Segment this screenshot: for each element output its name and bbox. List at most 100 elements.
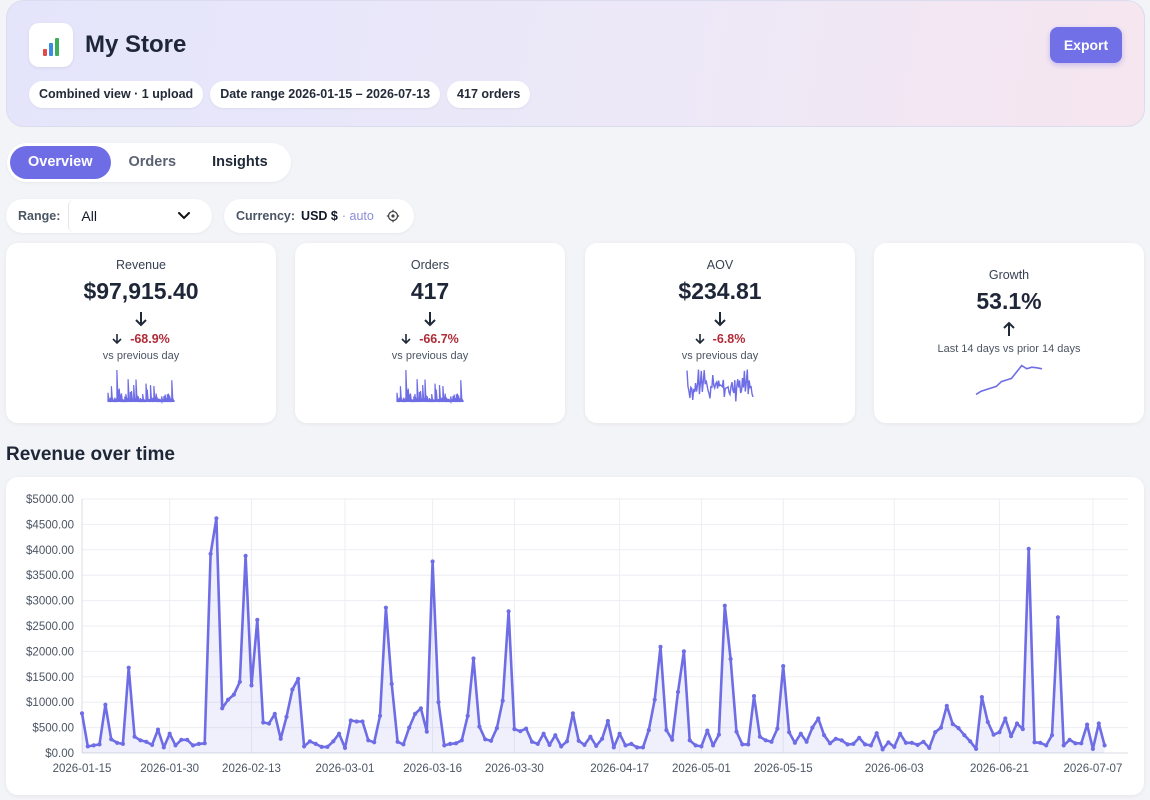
range-select[interactable]: All: [68, 200, 202, 232]
data-point: [413, 711, 418, 716]
data-point: [290, 687, 295, 692]
data-point: [249, 683, 254, 688]
x-tick-label: 2026-06-03: [865, 763, 924, 775]
tab-insights[interactable]: Insights: [212, 154, 268, 170]
data-point: [810, 725, 815, 730]
data-point: [997, 730, 1002, 735]
data-point: [921, 739, 926, 744]
data-point: [605, 718, 611, 724]
data-point: [459, 738, 464, 743]
data-point: [97, 742, 102, 747]
store-header: My Store Export Combined view · 1 upload…: [6, 0, 1145, 127]
kpi-card-growth: Growth 53.1% Last 14 days vs prior 14 da…: [874, 243, 1144, 423]
kpi-card-orders: Orders 417 -66.7% vs previous day: [295, 243, 565, 423]
data-point: [179, 737, 184, 742]
x-tick-label: 2026-06-21: [970, 763, 1029, 775]
kpi-change: -6.8%: [585, 332, 855, 346]
data-point: [652, 697, 657, 702]
revenue-chart: $5000.00 $4500.00 $4000.00 $3500.00 $3000.00…: [26, 494, 1128, 775]
revenue-line: [80, 517, 1106, 751]
data-point: [664, 728, 669, 733]
data-point: [465, 713, 470, 718]
data-point: [1044, 743, 1049, 748]
data-point: [144, 739, 149, 744]
data-point: [611, 745, 616, 750]
data-point: [418, 706, 423, 711]
kpi-value: 417: [410, 278, 450, 304]
data-point: [208, 551, 213, 556]
data-point: [880, 747, 885, 752]
data-point: [150, 742, 155, 747]
data-point: [670, 737, 675, 742]
data-point: [892, 744, 897, 749]
data-point: [138, 738, 143, 743]
currency-value: USD $: [301, 209, 338, 223]
data-point: [722, 603, 727, 608]
data-point: [956, 726, 961, 731]
data-point: [1102, 743, 1107, 748]
data-point: [109, 737, 114, 742]
kpi-comparison: Last 14 days vs prior 14 days: [937, 343, 1081, 355]
export-button[interactable]: Export: [1050, 27, 1122, 63]
data-point: [91, 743, 96, 748]
kpi-label: AOV: [706, 258, 734, 272]
data-point: [746, 742, 751, 747]
data-point: [576, 738, 581, 743]
kpi-change-value: -68.9%: [130, 332, 170, 346]
data-point: [296, 676, 301, 681]
data-point: [898, 731, 903, 736]
data-point: [1003, 716, 1008, 721]
kpi-label: Growth: [988, 268, 1030, 282]
data-point: [319, 744, 324, 749]
data-point: [430, 559, 435, 564]
revenue-area: [82, 518, 1105, 753]
data-point: [1096, 721, 1101, 726]
data-point: [214, 516, 219, 521]
data-point: [1032, 740, 1037, 745]
data-point: [337, 731, 342, 736]
data-point: [553, 733, 558, 738]
data-point: [173, 743, 178, 748]
data-point: [535, 741, 540, 746]
data-point: [623, 743, 628, 748]
tab-overview[interactable]: Overview: [10, 146, 111, 179]
data-point: [617, 731, 622, 736]
tab-orders[interactable]: Orders: [128, 154, 177, 170]
data-point: [1049, 733, 1055, 738]
x-tick-label: 2026-03-16: [403, 763, 462, 775]
kpi-change-value: -6.8%: [712, 332, 746, 346]
data-point: [798, 731, 803, 736]
data-point: [629, 741, 634, 746]
data-point: [272, 711, 277, 716]
arrow-up-icon: [874, 321, 1144, 339]
sparkline-path: [396, 369, 464, 404]
y-tick-label: $1000.00: [26, 697, 74, 709]
data-point: [792, 740, 798, 745]
data-point: [284, 714, 289, 719]
kpi-comparison: vs previous day: [391, 350, 469, 362]
data-point: [231, 692, 236, 697]
data-point: [331, 739, 336, 744]
kpi-sparkline: [686, 369, 754, 402]
data-point: [845, 742, 850, 747]
data-point: [185, 737, 190, 742]
data-point: [769, 739, 774, 744]
arrow-down-icon: [695, 334, 705, 345]
data-point: [594, 743, 599, 748]
sparkline-path: [107, 369, 175, 404]
data-point: [1055, 615, 1060, 620]
data-point: [693, 743, 698, 748]
arrow-down-icon: [6, 311, 276, 329]
data-point: [325, 744, 330, 749]
x-tick-label: 2026-05-15: [754, 763, 813, 775]
data-point: [307, 739, 312, 744]
y-tick-label: $4500.00: [26, 519, 74, 531]
data-point: [494, 726, 499, 731]
data-point: [442, 743, 447, 748]
data-point: [360, 719, 365, 724]
data-point: [559, 744, 564, 749]
gear-icon[interactable]: [386, 209, 400, 223]
data-point: [681, 649, 687, 654]
data-point: [407, 725, 412, 730]
data-point: [389, 681, 394, 686]
